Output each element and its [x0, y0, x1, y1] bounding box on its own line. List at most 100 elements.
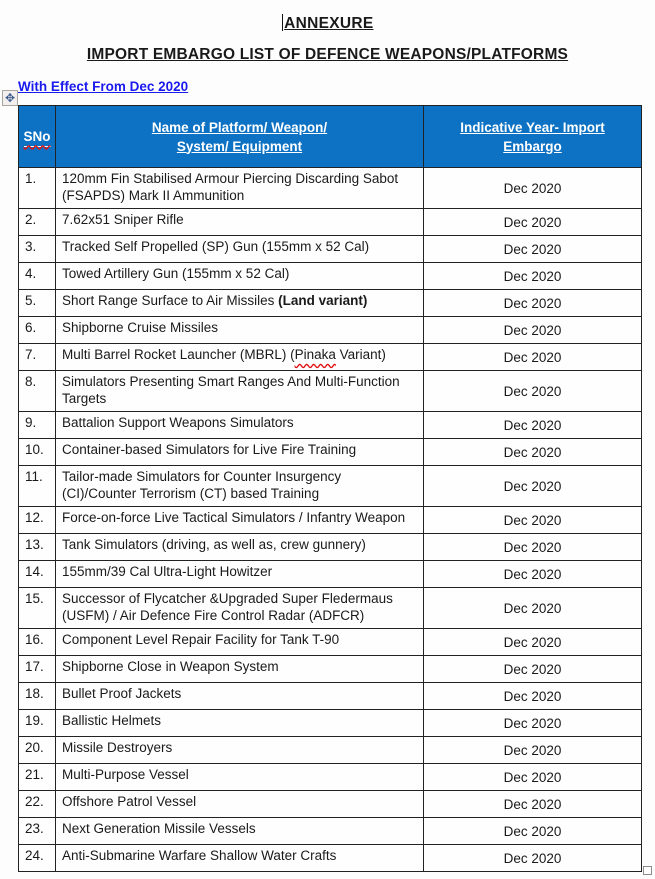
name-text: Shipborne Close in Weapon System	[62, 659, 279, 674]
name-text: Tailor-made Simulators for Counter Insur…	[62, 469, 342, 501]
name-text: Multi-Purpose Vessel	[62, 767, 189, 782]
year-cell: Dec 2020	[423, 682, 642, 710]
sno-cell: 13.	[18, 533, 56, 561]
sno-cell: 8.	[18, 370, 56, 412]
name-text: 7.62x51 Sniper Rifle	[62, 212, 184, 227]
name-cell: Ballistic Helmets	[55, 709, 424, 737]
table-body: 1. 120mm Fin Stabilised Armour Piercing D…	[18, 167, 642, 872]
name-text: Short Range Surface to Air Missiles	[62, 293, 279, 308]
name-text: Battalion Support Weapons Simulators	[62, 415, 294, 430]
sno-cell: 23.	[18, 817, 56, 845]
header-sno: SNo	[18, 105, 56, 168]
table-row: 23. Next Generation Missile Vessels Dec 20…	[18, 817, 642, 845]
header-name: Name of Platform/ Weapon/System/ Equipme…	[55, 105, 424, 168]
name-cell: Tailor-made Simulators for Counter Insur…	[55, 465, 424, 507]
name-text: 155mm/39 Cal Ultra-Light Howitzer	[62, 564, 273, 579]
name-cell: Anti-Submarine Warfare Shallow Water Cra…	[55, 844, 424, 872]
table-row: 17. Shipborne Close in Weapon System Dec 2…	[18, 655, 642, 683]
table-row: 11. Tailor-made Simulators for Counter In…	[18, 465, 642, 507]
name-cell: Successor of Flycatcher &Upgraded Super …	[55, 587, 424, 629]
name-cell: Bullet Proof Jackets	[55, 682, 424, 710]
table-row: 21. Multi-Purpose Vessel Dec 2020	[18, 763, 642, 791]
name-cell: Next Generation Missile Vessels	[55, 817, 424, 845]
header-label: Name of Platform/ Weapon/	[151, 119, 328, 135]
sno-cell: 12.	[18, 506, 56, 534]
table-row: 3. Tracked Self Propelled (SP) Gun (155mm…	[18, 235, 642, 263]
name-cell: Shipborne Cruise Missiles	[55, 316, 424, 344]
year-cell: Dec 2020	[423, 208, 642, 236]
year-cell: Dec 2020	[423, 506, 642, 534]
header-label: Indicative Year- Import	[460, 119, 605, 135]
table-row: 7. Multi Barrel Rocket Launcher (MBRL) (P…	[18, 343, 642, 371]
sno-cell: 7.	[18, 343, 56, 371]
sno-cell: 15.	[18, 587, 56, 629]
name-cell: 120mm Fin Stabilised Armour Piercing Dis…	[55, 167, 424, 209]
with-effect-from-link[interactable]: With Effect From Dec 2020	[18, 79, 189, 94]
name-text: Missile Destroyers	[62, 740, 173, 755]
year-cell: Dec 2020	[423, 763, 642, 791]
year-cell: Dec 2020	[423, 533, 642, 561]
year-cell: Dec 2020	[423, 709, 642, 737]
name-text: Next Generation Missile Vessels	[62, 821, 256, 836]
sno-cell: 20.	[18, 736, 56, 764]
sno-cell: 18.	[18, 682, 56, 710]
name-cell: Offshore Patrol Vessel	[55, 790, 424, 818]
table-row: 19. Ballistic Helmets Dec 2020	[18, 709, 642, 737]
name-cell: Force-on-force Live Tactical Simulators …	[55, 506, 424, 534]
table-row: 12. Force-on-force Live Tactical Simulato…	[18, 506, 642, 534]
name-cell: Battalion Support Weapons Simulators	[55, 411, 424, 439]
document-title: IMPORT EMBARGO LIST OF DEFENCE WEAPONS/P…	[86, 46, 569, 63]
year-cell: Dec 2020	[423, 235, 642, 263]
spellcheck-word: Pinaka	[294, 347, 336, 362]
name-text: Container-based Simulators for Live Fire…	[62, 442, 357, 457]
move-arrows-icon: ✥	[4, 91, 16, 105]
name-cell: Simulators Presenting Smart Ranges And M…	[55, 370, 424, 412]
sno-cell: 3.	[18, 235, 56, 263]
sno-cell: 2.	[18, 208, 56, 236]
table-move-handle-icon[interactable]: ✥	[2, 90, 18, 106]
annexure-title: ANNEXURE	[284, 15, 374, 32]
sno-cell: 11.	[18, 465, 56, 507]
year-cell: Dec 2020	[423, 817, 642, 845]
table-row: 4. Towed Artillery Gun (155mm x 52 Cal) De…	[18, 262, 642, 290]
name-text: Towed Artillery Gun (155mm x 52 Cal)	[62, 266, 290, 281]
text-cursor	[281, 14, 284, 31]
name-text: Multi Barrel Rocket Launcher (MBRL) (	[62, 347, 295, 362]
name-cell: Short Range Surface to Air Missiles (Lan…	[55, 289, 424, 317]
name-text: Simulators Presenting Smart Ranges And M…	[62, 374, 400, 406]
name-text: Successor of Flycatcher &Upgraded Super …	[62, 591, 393, 623]
name-cell: Towed Artillery Gun (155mm x 52 Cal)	[55, 262, 424, 290]
table-resize-handle[interactable]	[643, 866, 652, 875]
year-cell: Dec 2020	[423, 465, 642, 507]
name-text: Variant)	[335, 347, 386, 362]
header-label: System/ Equipment	[176, 138, 303, 154]
name-cell: Multi Barrel Rocket Launcher (MBRL) (Pin…	[55, 343, 424, 371]
year-cell: Dec 2020	[423, 655, 642, 683]
sno-cell: 6.	[18, 316, 56, 344]
sno-cell: 14.	[18, 560, 56, 588]
name-cell: Multi-Purpose Vessel	[55, 763, 424, 791]
table-row: 15. Successor of Flycatcher &Upgraded Sup…	[18, 587, 642, 629]
table-row: 13. Tank Simulators (driving, as well as,…	[18, 533, 642, 561]
table-header: SNo Name of Platform/ Weapon/System/ Equi…	[18, 105, 642, 168]
table-header-row: SNo Name of Platform/ Weapon/System/ Equi…	[18, 105, 642, 168]
name-text: Component Level Repair Facility for Tank…	[62, 632, 340, 647]
table-row: 10. Container-based Simulators for Live F…	[18, 438, 642, 466]
table-row: 16. Component Level Repair Facility for T…	[18, 628, 642, 656]
sno-cell: 10.	[18, 438, 56, 466]
year-cell: Dec 2020	[423, 587, 642, 629]
name-text: Shipborne Cruise Missiles	[62, 320, 219, 335]
year-cell: Dec 2020	[423, 370, 642, 412]
name-text: Tracked Self Propelled (SP) Gun (155mm x…	[62, 239, 370, 254]
year-cell: Dec 2020	[423, 736, 642, 764]
sno-cell: 16.	[18, 628, 56, 656]
name-text: Force-on-force Live Tactical Simulators …	[62, 510, 406, 525]
year-cell: Dec 2020	[423, 628, 642, 656]
name-text: (Land variant)	[278, 293, 368, 308]
document-header: ANNEXURE IMPORT EMBARGO LIST OF DEFENCE …	[0, 0, 655, 64]
sno-cell: 4.	[18, 262, 56, 290]
name-cell: Tracked Self Propelled (SP) Gun (155mm x…	[55, 235, 424, 263]
sno-cell: 9.	[18, 411, 56, 439]
name-cell: Tank Simulators (driving, as well as, cr…	[55, 533, 424, 561]
table-row: 22. Offshore Patrol Vessel Dec 2020	[18, 790, 642, 818]
